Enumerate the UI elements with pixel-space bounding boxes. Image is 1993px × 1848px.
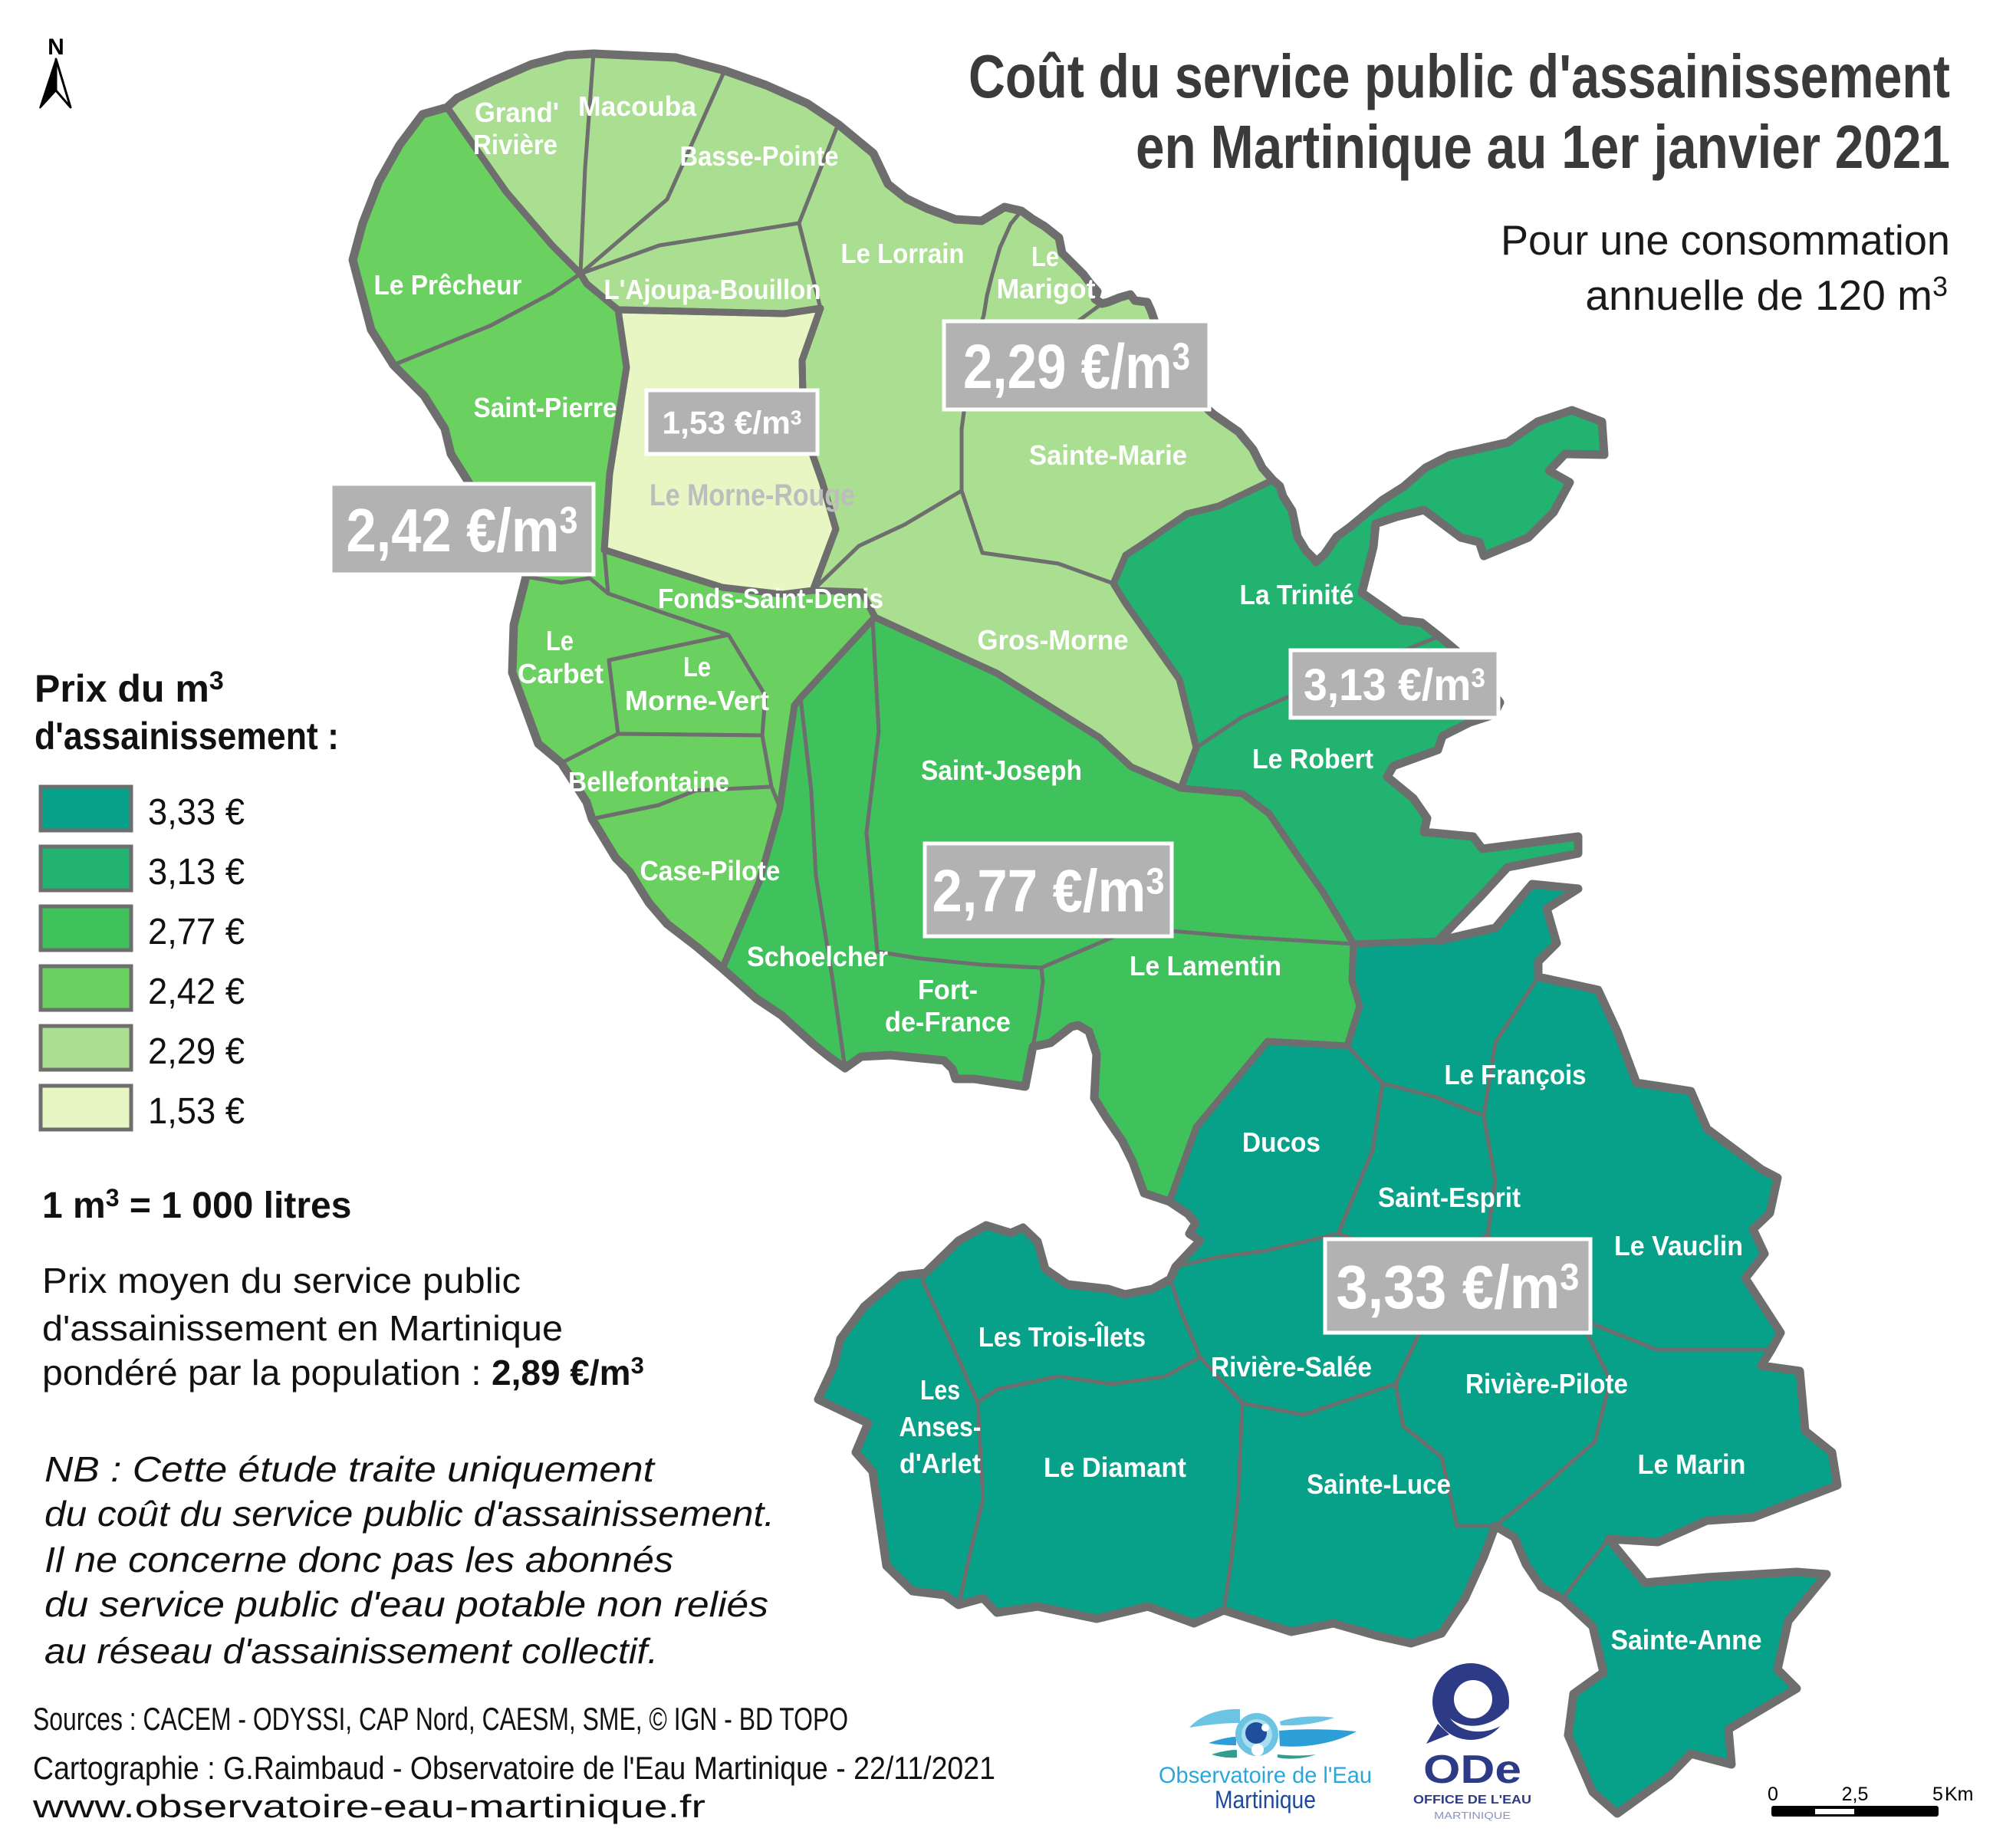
svg-text:Observatoire de l'Eau: Observatoire de l'Eau [1159,1763,1372,1788]
svg-text:3,33 €/m3: 3,33 €/m3 [1337,1253,1580,1321]
svg-text:Le Morne-Rouge: Le Morne-Rouge [650,478,855,512]
svg-text:Carbet: Carbet [518,658,603,689]
svg-text:Saint-Joseph: Saint-Joseph [921,755,1082,786]
svg-text:Marigot: Marigot [997,273,1096,304]
svg-text:2,5: 2,5 [1842,1784,1869,1805]
svg-text:2,77 €: 2,77 € [148,912,245,952]
svg-text:2,77 €/m3: 2,77 €/m3 [932,857,1165,925]
svg-text:Le Lamentin: Le Lamentin [1130,950,1281,982]
svg-text:Les Trois-Îlets: Les Trois-Îlets [978,1320,1146,1353]
svg-text:Le: Le [1031,241,1059,272]
svg-text:annuelle de 120 m3: annuelle de 120 m3 [1585,271,1948,319]
svg-text:ODe: ODe [1423,1748,1521,1792]
svg-text:Coût du service public d'assai: Coût du service public d'assainissement [969,42,1950,110]
svg-text:du service public d'eau potabl: du service public d'eau potable non reli… [44,1584,768,1624]
svg-text:Case-Pilote: Case-Pilote [640,855,781,886]
svg-text:Martinique: Martinique [1215,1786,1316,1813]
svg-text:du coût du service public d'as: du coût du service public d'assainisseme… [44,1494,775,1534]
svg-text:Bellefontaine: Bellefontaine [568,766,729,797]
svg-text:L'Ajoupa-Bouillon: L'Ajoupa-Bouillon [604,274,821,305]
svg-text:pondéré par la population : 2,: pondéré par la population : 2,89 €/m3 [42,1352,644,1393]
svg-text:3,13 €: 3,13 € [148,852,245,893]
svg-text:Le: Le [683,651,711,682]
svg-text:Le Lorrain: Le Lorrain [841,238,965,269]
svg-text:Rivière: Rivière [473,129,557,160]
svg-text:Le Marin: Le Marin [1638,1448,1746,1480]
svg-text:de-France: de-France [885,1006,1011,1037]
svg-text:MARTINIQUE: MARTINIQUE [1434,1810,1511,1821]
svg-text:Anses-: Anses- [899,1411,982,1442]
svg-text:d'Arlet: d'Arlet [899,1448,981,1479]
svg-text:Fort-: Fort- [918,974,978,1005]
svg-text:Le: Le [546,625,574,656]
svg-text:5: 5 [1932,1784,1943,1805]
svg-text:Fonds-Saint-Denis: Fonds-Saint-Denis [658,583,883,614]
svg-text:Gros-Morne: Gros-Morne [978,624,1129,656]
svg-text:Km: Km [1945,1784,1974,1805]
svg-text:2,29 €/m3: 2,29 €/m3 [963,332,1190,402]
svg-text:au réseau d'assainissement col: au réseau d'assainissement collectif. [44,1631,658,1671]
svg-text:Rivière-Salée: Rivière-Salée [1211,1351,1372,1383]
svg-text:N: N [48,35,64,60]
svg-text:Rivière-Pilote: Rivière-Pilote [1465,1368,1628,1399]
svg-text:Morne-Vert: Morne-Vert [625,685,769,716]
svg-text:Grand': Grand' [475,97,559,128]
svg-text:Les: Les [920,1374,960,1406]
svg-text:1,53 €: 1,53 € [148,1091,245,1132]
svg-text:2,42 €/m3: 2,42 €/m3 [347,496,578,564]
svg-text:1,53 €/m3: 1,53 €/m3 [663,405,802,441]
svg-text:Saint-Pierre: Saint-Pierre [474,392,617,423]
svg-text:Macouba: Macouba [578,90,697,122]
svg-text:Sources : CACEM - ODYSSI, CAP: Sources : CACEM - ODYSSI, CAP Nord, CAES… [33,1701,848,1737]
svg-text:NB : Cette étude traite unique: NB : Cette étude traite uniquement [44,1449,656,1489]
svg-text:Sainte-Marie: Sainte-Marie [1029,439,1187,471]
svg-text:Pour une consommation: Pour une consommation [1501,216,1950,264]
svg-text:Ducos: Ducos [1242,1126,1320,1158]
svg-text:Basse-Pointe: Basse-Pointe [680,140,839,172]
svg-text:www.observatoire-eau-martiniqu: www.observatoire-eau-martinique.fr [32,1788,705,1824]
svg-text:Schoelcher: Schoelcher [747,941,888,972]
svg-text:d'assainissement :: d'assainissement : [35,715,339,758]
svg-text:d'assainissement en Martinique: d'assainissement en Martinique [42,1308,563,1348]
svg-text:La Trinité: La Trinité [1240,579,1354,610]
svg-text:en Martinique au 1er janvier 2: en Martinique au 1er janvier 2021 [1136,113,1950,181]
svg-text:Sainte-Anne: Sainte-Anne [1611,1624,1762,1656]
svg-text:Cartographie : G.Raimbaud - Ob: Cartographie : G.Raimbaud - Observatoire… [33,1750,995,1786]
svg-text:Sainte-Luce: Sainte-Luce [1307,1468,1451,1500]
svg-text:Le Diamant: Le Diamant [1044,1452,1186,1483]
svg-text:3,13 €/m3: 3,13 €/m3 [1304,660,1485,710]
svg-text:1 m3 = 1 000 litres: 1 m3 = 1 000 litres [42,1184,351,1226]
svg-text:OFFICE DE L'EAU: OFFICE DE L'EAU [1413,1794,1531,1807]
svg-text:Le Prêcheur: Le Prêcheur [374,269,522,301]
svg-text:Prix du m3: Prix du m3 [35,666,224,710]
svg-text:0: 0 [1768,1784,1778,1805]
svg-text:3,33 €: 3,33 € [148,792,245,833]
svg-text:2,42 €: 2,42 € [148,972,245,1012]
svg-text:Le Vauclin: Le Vauclin [1614,1230,1743,1261]
svg-text:Saint-Esprit: Saint-Esprit [1378,1182,1521,1213]
svg-text:Il ne concerne donc pas les ab: Il ne concerne donc pas les abonnés [44,1540,673,1580]
svg-text:Le Robert: Le Robert [1252,743,1373,774]
svg-text:Prix moyen du service public: Prix moyen du service public [42,1261,521,1301]
svg-text:2,29 €: 2,29 € [148,1031,245,1072]
svg-text:Le François: Le François [1445,1059,1587,1090]
